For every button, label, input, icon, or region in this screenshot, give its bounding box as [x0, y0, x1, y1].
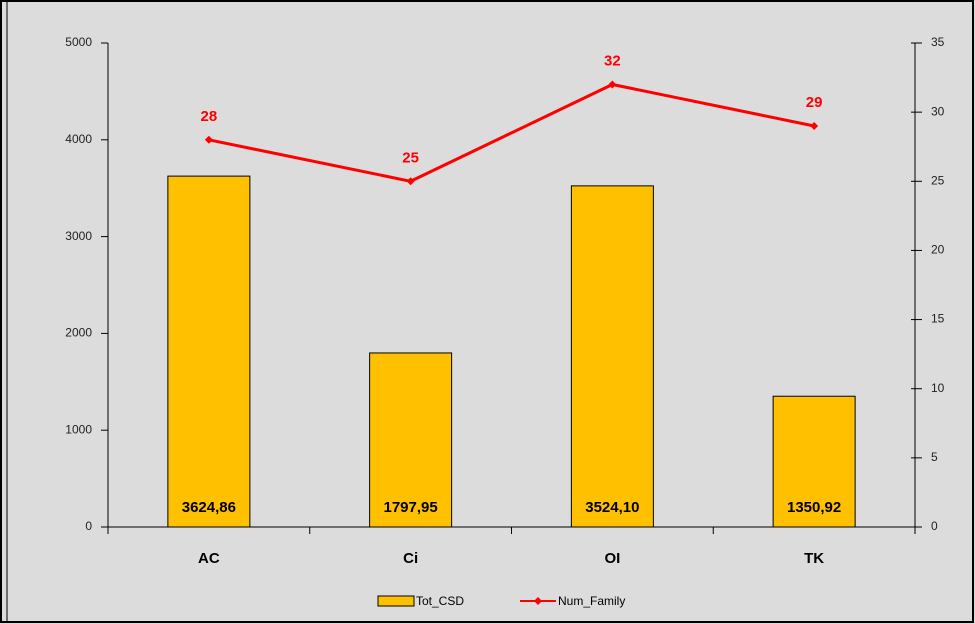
- x-tick-label: AC: [198, 550, 220, 567]
- y2-tick-label: 15: [931, 312, 945, 326]
- legend-label: Num_Family: [558, 594, 625, 608]
- x-tick-label: OI: [604, 550, 620, 567]
- y2-tick-label: 35: [931, 35, 945, 49]
- y-tick-label: 1000: [65, 422, 92, 436]
- y-tick-label: 5000: [65, 35, 92, 49]
- y-tick-label: 0: [85, 519, 92, 533]
- y2-tick-label: 10: [931, 381, 945, 395]
- bar: [772, 395, 856, 528]
- y-tick-label: 3000: [65, 229, 92, 243]
- bar: [570, 185, 654, 528]
- legend-label: Tot_CSD: [416, 594, 464, 608]
- y-tick-label: 2000: [65, 326, 92, 340]
- bar-value-label: 3524,10: [585, 499, 639, 516]
- y2-tick-label: 30: [931, 104, 945, 118]
- legend-swatch: [377, 595, 415, 607]
- line-value-label: 28: [201, 108, 218, 125]
- line: [208, 82, 815, 183]
- y2-tick-label: 0: [931, 519, 938, 533]
- line-value-label: 32: [604, 52, 621, 69]
- x-tick-label: TK: [804, 550, 824, 567]
- legend-marker: [534, 597, 542, 605]
- y2-tick-label: 20: [931, 243, 945, 257]
- line-value-label: 25: [402, 149, 419, 166]
- line-marker: [810, 121, 819, 130]
- bar: [167, 175, 251, 528]
- x-tick-label: Ci: [403, 550, 418, 567]
- y2-tick-label: 25: [931, 173, 945, 187]
- line-value-label: 29: [806, 94, 823, 111]
- line-marker: [608, 80, 617, 89]
- y-tick-label: 4000: [65, 132, 92, 146]
- bar-value-label: 1797,95: [384, 499, 438, 516]
- bar: [369, 352, 453, 528]
- bar-value-label: 3624,86: [182, 499, 236, 516]
- y2-tick-label: 5: [931, 450, 938, 464]
- line-marker: [406, 177, 415, 186]
- line-marker: [204, 135, 213, 144]
- bar-value-label: 1350,92: [787, 499, 841, 516]
